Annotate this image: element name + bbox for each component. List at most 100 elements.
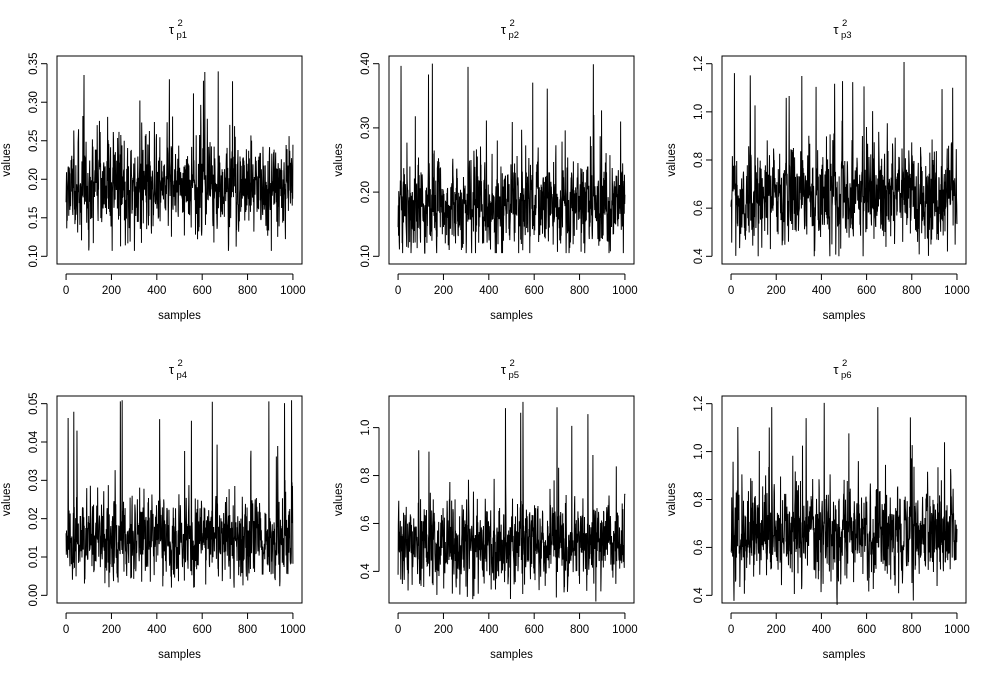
plot-frame	[721, 55, 967, 265]
x-tick-label: 0	[63, 624, 69, 636]
trace-line	[730, 61, 958, 257]
y-tick-label: 0.4	[693, 587, 705, 604]
x-tick-label: 800	[902, 285, 921, 297]
x-tick-label: 800	[570, 624, 589, 636]
panel-title-subscript: p4	[177, 370, 188, 381]
x-tick-label: 200	[434, 624, 453, 636]
panel-4: 0 200 400 600 800 1000 0.00 0.01 0.02 0.03 0.04 0.0…	[1, 358, 306, 661]
panel-title-symbol: τ	[169, 22, 175, 37]
y-axis-label: values	[666, 483, 678, 516]
x-tick-label: 0	[63, 285, 69, 297]
x-tick-label: 600	[525, 285, 544, 297]
y-tick-label: 0.35	[28, 53, 40, 75]
plot-frame	[388, 55, 635, 265]
x-axis-label: samples	[823, 649, 866, 661]
y-axis-label: values	[333, 483, 345, 516]
y-tick-label: 0.4	[693, 248, 705, 265]
x-tick-label: 600	[525, 624, 544, 636]
x-tick-label: 0	[395, 285, 401, 297]
y-tick-label: 1.2	[693, 56, 705, 72]
x-tick-label: 400	[812, 624, 831, 636]
y-tick-label: 0.02	[28, 507, 40, 529]
y-tick-label: 1.0	[360, 420, 372, 436]
panel-title-superscript: 2	[842, 358, 847, 369]
x-tick-label: 400	[812, 285, 831, 297]
x-axis-label: samples	[490, 649, 533, 661]
y-tick-label: 1.0	[693, 444, 705, 460]
x-tick-label: 0	[728, 285, 734, 297]
panel-title-superscript: 2	[510, 18, 515, 29]
y-axis-label: values	[1, 483, 13, 516]
x-tick-label: 600	[193, 285, 212, 297]
y-tick-label: 0.15	[28, 207, 40, 229]
panel-title-subscript: p2	[509, 30, 520, 41]
y-tick-label: 0.01	[28, 546, 40, 568]
y-tick-label: 0.10	[360, 245, 372, 267]
panel-title-superscript: 2	[178, 18, 183, 29]
x-axis-label: samples	[158, 310, 201, 322]
x-tick-label: 1000	[612, 285, 638, 297]
x-tick-label: 400	[147, 624, 166, 636]
panel-5: 0 200 400 600 800 1000 0.4 0.6 0.8 1.0 samples valu…	[333, 358, 638, 661]
y-tick-label: 0.30	[28, 91, 40, 113]
trace-line	[65, 400, 294, 588]
trace-line	[397, 401, 626, 602]
y-tick-label: 0.03	[28, 469, 40, 491]
x-tick-label: 200	[102, 285, 121, 297]
x-tick-label: 800	[570, 285, 589, 297]
panel-title-symbol: τ	[501, 22, 507, 37]
y-tick-label: 0.25	[28, 130, 40, 152]
panel-2: 0 200 400 600 800 1000 0.10 0.20 0.30 0.40 samples…	[333, 18, 638, 322]
panel-title-symbol: τ	[833, 362, 839, 377]
y-axis-label: values	[1, 143, 13, 176]
trace-line	[397, 63, 626, 254]
panel-title-subscript: p5	[509, 370, 520, 381]
x-tick-label: 600	[857, 285, 876, 297]
y-tick-label: 0.4	[360, 563, 372, 580]
y-tick-label: 0.00	[28, 584, 40, 606]
y-tick-label: 1.2	[693, 396, 705, 412]
x-tick-label: 600	[857, 624, 876, 636]
panel-title-symbol: τ	[169, 362, 175, 377]
panel-title-symbol: τ	[833, 22, 839, 37]
y-axis-label: values	[333, 143, 345, 176]
panel-title-subscript: p3	[841, 30, 852, 41]
x-tick-label: 200	[434, 285, 453, 297]
y-tick-label: 0.6	[693, 539, 705, 555]
plot-frame	[56, 55, 303, 265]
panel-title-symbol: τ	[501, 362, 507, 377]
panel-6: 0 200 400 600 800 1000 0.4 0.6 0.8 1.0 1.2 samples v…	[666, 358, 970, 661]
y-tick-label: 0.8	[693, 492, 705, 508]
panel-3: 0 200 400 600 800 1000 0.4 0.6 0.8 1.0 1.2 samples v…	[666, 18, 970, 322]
x-axis-label: samples	[490, 310, 533, 322]
y-tick-label: 0.10	[28, 245, 40, 267]
y-tick-label: 0.6	[693, 200, 705, 216]
y-tick-label: 1.0	[693, 104, 705, 120]
x-tick-label: 800	[238, 624, 257, 636]
x-tick-label: 200	[767, 285, 786, 297]
y-tick-label: 0.8	[360, 468, 372, 484]
x-tick-label: 1000	[944, 285, 970, 297]
plot-frame	[388, 395, 635, 604]
y-tick-label: 0.20	[28, 168, 40, 190]
y-tick-label: 0.30	[360, 117, 372, 139]
x-tick-label: 1000	[280, 285, 306, 297]
y-tick-label: 0.40	[360, 53, 372, 75]
x-tick-label: 400	[147, 285, 166, 297]
x-tick-label: 1000	[944, 624, 970, 636]
x-tick-label: 400	[479, 624, 498, 636]
plot-frame	[56, 395, 303, 604]
panel-title-superscript: 2	[178, 358, 183, 369]
x-tick-label: 1000	[612, 624, 638, 636]
y-tick-label: 0.05	[28, 392, 40, 414]
x-tick-label: 1000	[280, 624, 306, 636]
panel-title-subscript: p1	[177, 30, 188, 41]
x-tick-label: 400	[479, 285, 498, 297]
x-tick-label: 800	[902, 624, 921, 636]
y-axis-label: values	[666, 143, 678, 176]
x-tick-label: 0	[395, 624, 401, 636]
y-tick-label: 0.04	[28, 430, 40, 453]
panel-title-superscript: 2	[510, 358, 515, 369]
trace-line	[730, 402, 958, 605]
